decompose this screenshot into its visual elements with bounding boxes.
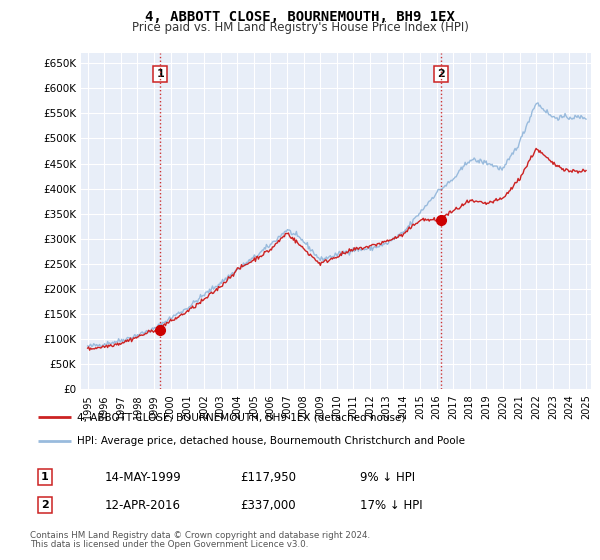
Text: 1: 1 bbox=[41, 472, 49, 482]
Text: £117,950: £117,950 bbox=[240, 470, 296, 484]
Text: 9% ↓ HPI: 9% ↓ HPI bbox=[360, 470, 415, 484]
Text: 2: 2 bbox=[41, 500, 49, 510]
Text: This data is licensed under the Open Government Licence v3.0.: This data is licensed under the Open Gov… bbox=[30, 540, 308, 549]
Text: £337,000: £337,000 bbox=[240, 498, 296, 512]
Text: 4, ABBOTT CLOSE, BOURNEMOUTH, BH9 1EX (detached house): 4, ABBOTT CLOSE, BOURNEMOUTH, BH9 1EX (d… bbox=[77, 412, 405, 422]
Text: 12-APR-2016: 12-APR-2016 bbox=[105, 498, 181, 512]
Text: HPI: Average price, detached house, Bournemouth Christchurch and Poole: HPI: Average price, detached house, Bour… bbox=[77, 436, 465, 446]
Text: 14-MAY-1999: 14-MAY-1999 bbox=[105, 470, 182, 484]
Text: 2: 2 bbox=[437, 69, 445, 79]
Text: 1: 1 bbox=[157, 69, 164, 79]
Text: Price paid vs. HM Land Registry's House Price Index (HPI): Price paid vs. HM Land Registry's House … bbox=[131, 21, 469, 34]
Text: Contains HM Land Registry data © Crown copyright and database right 2024.: Contains HM Land Registry data © Crown c… bbox=[30, 531, 370, 540]
Text: 17% ↓ HPI: 17% ↓ HPI bbox=[360, 498, 422, 512]
Text: 4, ABBOTT CLOSE, BOURNEMOUTH, BH9 1EX: 4, ABBOTT CLOSE, BOURNEMOUTH, BH9 1EX bbox=[145, 10, 455, 24]
